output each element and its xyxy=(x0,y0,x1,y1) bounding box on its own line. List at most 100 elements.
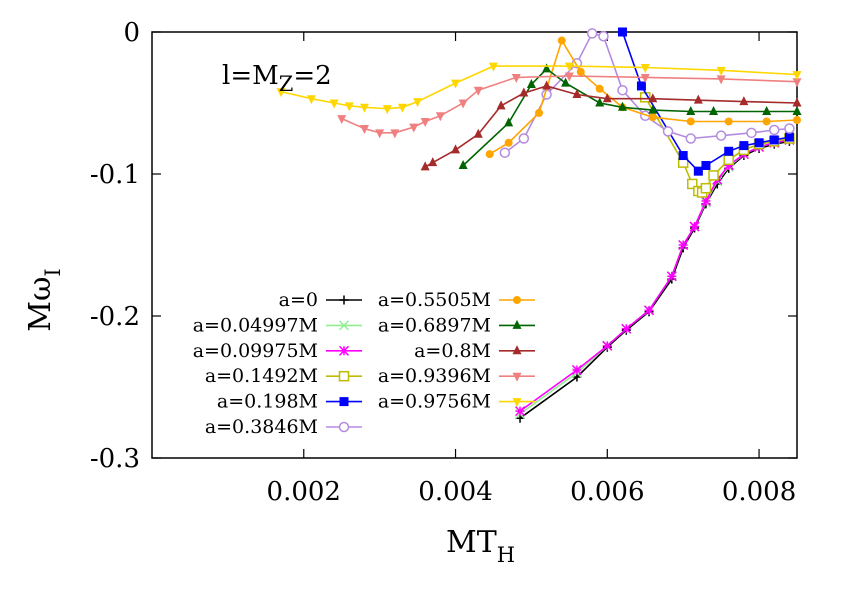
legend-label: a=0.3846M xyxy=(205,416,318,438)
data-point xyxy=(648,93,658,103)
data-point xyxy=(276,88,286,98)
series-8 xyxy=(420,80,802,171)
data-point xyxy=(473,128,483,138)
data-point xyxy=(488,62,498,72)
data-point xyxy=(451,144,461,154)
data-point xyxy=(792,106,802,116)
data-point xyxy=(685,133,697,144)
data-point xyxy=(595,97,605,107)
data-point xyxy=(338,345,350,356)
data-point xyxy=(572,88,582,98)
data-point xyxy=(768,124,780,136)
data-point xyxy=(687,178,698,190)
data-point xyxy=(739,96,749,106)
y-tick-label: -0.2 xyxy=(90,302,140,332)
data-point xyxy=(359,103,369,113)
data-point xyxy=(535,108,543,117)
data-point xyxy=(413,98,423,108)
data-point xyxy=(512,398,522,408)
data-point xyxy=(784,123,795,134)
data-point xyxy=(792,78,802,88)
data-point xyxy=(451,79,461,89)
legend-label: a=0.04997M xyxy=(193,314,318,336)
y-tick-label: -0.3 xyxy=(90,444,140,474)
x-axis-title: MTH xyxy=(446,525,515,567)
data-point xyxy=(329,99,339,109)
data-point xyxy=(686,117,695,126)
data-point xyxy=(561,77,571,87)
data-point xyxy=(420,161,430,171)
data-point xyxy=(496,100,506,110)
legend-label: a=0.5505M xyxy=(378,289,491,311)
data-point xyxy=(382,105,392,115)
x-tick-label: 0.008 xyxy=(722,477,796,507)
data-point xyxy=(576,67,585,76)
data-point xyxy=(602,93,612,103)
data-point xyxy=(769,135,779,145)
data-point xyxy=(542,63,552,73)
data-point xyxy=(617,27,627,37)
data-point xyxy=(458,159,468,169)
plot-frame xyxy=(151,31,798,459)
data-point xyxy=(390,129,400,139)
legend-label: a=0.1492M xyxy=(205,365,318,387)
series-5 xyxy=(499,28,795,158)
data-point xyxy=(397,103,407,113)
data-point xyxy=(564,62,574,72)
data-point xyxy=(700,195,711,207)
data-point xyxy=(792,97,802,107)
data-point xyxy=(693,166,703,176)
data-point xyxy=(640,73,650,83)
data-point xyxy=(739,141,749,151)
data-point xyxy=(636,81,646,91)
data-point xyxy=(557,36,566,45)
data-point xyxy=(512,345,522,355)
series-4 xyxy=(617,27,794,176)
series-1 xyxy=(514,134,795,420)
data-point xyxy=(338,370,350,382)
data-point xyxy=(784,132,794,142)
data-point xyxy=(420,117,430,127)
series-line xyxy=(519,140,790,419)
data-point xyxy=(428,157,438,167)
data-point xyxy=(617,84,628,96)
data-point xyxy=(306,95,316,105)
data-point xyxy=(513,296,521,304)
data-point xyxy=(693,94,703,104)
data-point xyxy=(678,239,689,251)
legend-label: a=0.198M xyxy=(217,391,318,413)
data-point xyxy=(746,127,757,139)
data-point xyxy=(586,28,598,39)
legend-label: a=0.6897M xyxy=(378,314,491,336)
data-point xyxy=(598,31,609,42)
data-point xyxy=(339,295,349,305)
data-point xyxy=(715,130,727,141)
y-tick-label: -0.1 xyxy=(90,160,140,190)
data-point xyxy=(686,106,696,116)
series-10 xyxy=(276,62,802,115)
data-point xyxy=(526,79,536,89)
y-axis-title: MωI xyxy=(23,268,65,331)
series-line xyxy=(519,139,790,415)
data-point xyxy=(762,117,771,126)
data-point xyxy=(338,320,350,331)
series-line xyxy=(462,67,797,167)
data-point xyxy=(617,101,627,111)
data-point xyxy=(701,160,711,170)
series-0 xyxy=(515,136,794,423)
legend-label: a=0.9756M xyxy=(378,391,491,413)
data-point xyxy=(344,102,354,112)
data-point xyxy=(375,129,385,139)
data-point xyxy=(499,147,511,158)
data-point xyxy=(724,146,734,156)
data-point xyxy=(409,123,419,133)
data-point xyxy=(793,116,801,125)
data-point xyxy=(723,154,734,166)
legend: a=0 a=0.04997M a=0.09975M a=0.1492M a=0.198M… xyxy=(193,289,535,438)
data-point xyxy=(564,72,574,82)
data-point xyxy=(514,406,526,417)
data-point xyxy=(724,117,733,126)
data-point xyxy=(716,75,726,85)
data-point xyxy=(504,117,514,127)
